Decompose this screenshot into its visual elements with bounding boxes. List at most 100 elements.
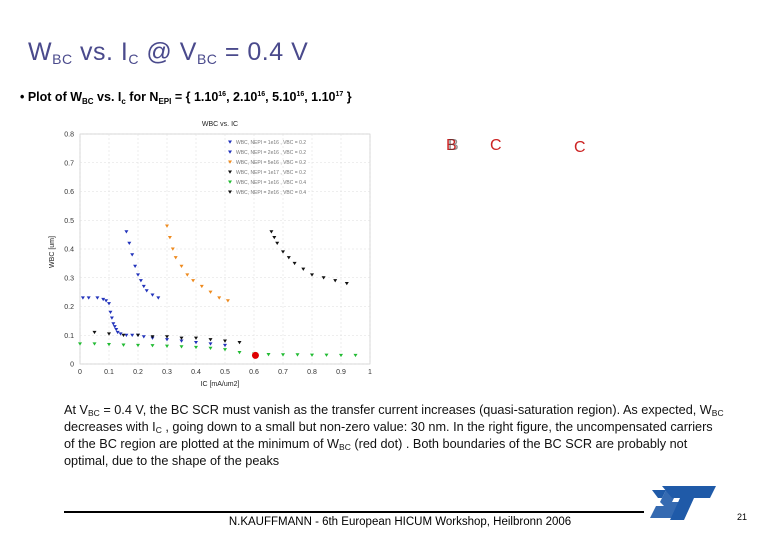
chart-y-axis-label: WBC [um] xyxy=(49,236,56,268)
wbc-vs-ic-chart: 0 0.1 0.2 0.3 0.4 0.5 0.6 0.7 0.8 0 0.1 0.2 0.3 0.4 0.… xyxy=(49,121,372,388)
chart-title: WBC vs. IC xyxy=(202,121,238,128)
data-point xyxy=(179,345,184,349)
data-point xyxy=(86,296,91,300)
slide-title: WBC vs. IC @ VBC = 0.4 V xyxy=(28,38,309,67)
y-tick-label: 0.5 xyxy=(64,218,74,225)
data-point xyxy=(208,342,213,346)
data-point xyxy=(295,353,300,357)
footer-text: N.KAUFFMANN - 6th European HICUM Worksho… xyxy=(228,516,572,528)
data-point xyxy=(191,279,196,283)
data-point xyxy=(104,299,109,303)
data-point xyxy=(281,250,285,254)
data-point xyxy=(150,344,155,348)
legend-marker xyxy=(228,140,232,144)
data-point xyxy=(121,333,126,338)
data-point xyxy=(78,342,82,346)
data-point xyxy=(208,338,213,342)
data-point xyxy=(136,333,140,338)
data-point xyxy=(223,348,227,352)
data-point xyxy=(344,282,349,286)
data-point xyxy=(107,302,111,306)
footer-divider xyxy=(64,511,644,513)
data-point xyxy=(124,230,129,234)
data-point xyxy=(301,267,306,271)
data-point xyxy=(138,279,143,283)
data-point xyxy=(339,353,343,358)
chart-legend: WBC, NEPI = 1e16 , VBC = 0.2 WBC, NEPI = … xyxy=(228,140,306,196)
data-point xyxy=(95,296,100,300)
x-tick-label: 0.3 xyxy=(162,369,172,376)
legend-marker xyxy=(228,190,232,194)
data-point xyxy=(324,353,329,357)
data-point xyxy=(194,340,198,345)
data-point xyxy=(269,230,274,234)
bullet-plot-description: • Plot of WBC vs. Ic for NEPI = { 1.1016… xyxy=(20,90,352,106)
data-point xyxy=(165,224,169,228)
data-point xyxy=(108,310,113,315)
data-point xyxy=(107,332,111,336)
chart-x-axis-label: IC [mA/um2] xyxy=(201,381,240,388)
page-number: 21 xyxy=(737,512,748,522)
legend-entry: WBC, NEPI = 2e16 , VBC = 0.4 xyxy=(236,190,306,196)
data-point xyxy=(179,264,184,269)
y-tick-label: 0.1 xyxy=(64,333,74,340)
data-point xyxy=(121,343,126,347)
data-point xyxy=(170,247,175,251)
chart-points xyxy=(78,224,358,359)
data-point xyxy=(130,253,135,257)
data-point xyxy=(194,345,198,350)
legend-entry: WBC, NEPI = 2e16 , VBC = 0.2 xyxy=(236,150,306,156)
data-point xyxy=(150,293,155,297)
data-point xyxy=(101,297,106,302)
data-point xyxy=(136,343,140,348)
annotation-bb-label: B xyxy=(446,137,457,154)
chart-axes: 0 0.1 0.2 0.3 0.4 0.5 0.6 0.7 0.8 0 0.1 0.2 0.3 0.4 0.… xyxy=(64,132,372,377)
data-point xyxy=(281,353,285,357)
data-point xyxy=(225,299,230,303)
data-point xyxy=(275,241,280,246)
data-point xyxy=(286,256,291,260)
st-logo-icon xyxy=(650,486,716,520)
data-point xyxy=(141,284,146,289)
data-point xyxy=(217,296,222,300)
data-point xyxy=(292,261,297,266)
x-tick-label: 0.8 xyxy=(307,369,317,376)
data-point xyxy=(114,328,119,332)
x-tick-label: 0.2 xyxy=(133,369,143,376)
data-point xyxy=(179,336,184,340)
data-point xyxy=(266,353,271,357)
x-tick-label: 0.1 xyxy=(104,369,114,376)
data-point xyxy=(223,339,227,343)
legend-entry: WBC, NEPI = 1e16 , VBC = 0.4 xyxy=(236,180,306,186)
chart-grid xyxy=(79,133,371,365)
caption-paragraph: At VBC = 0.4 V, the BC SCR must vanish a… xyxy=(64,403,724,468)
y-tick-label: 0.7 xyxy=(64,160,74,167)
data-point xyxy=(112,325,117,329)
data-point xyxy=(173,256,178,260)
data-point xyxy=(127,241,132,246)
data-point xyxy=(199,284,204,289)
data-point xyxy=(130,333,135,338)
data-point xyxy=(92,342,97,346)
data-point xyxy=(150,335,155,339)
data-point xyxy=(92,330,97,335)
data-point xyxy=(185,273,190,277)
x-tick-label: 0.5 xyxy=(220,369,230,376)
data-point xyxy=(80,296,85,300)
data-point xyxy=(107,342,111,347)
data-point xyxy=(333,279,338,283)
annotation-c2: C xyxy=(574,139,586,156)
data-point xyxy=(124,333,129,338)
annotation-bb-ghost: B xyxy=(448,137,459,154)
data-point xyxy=(115,330,120,335)
y-tick-label: 0.8 xyxy=(64,132,74,139)
data-point xyxy=(136,273,140,277)
legend-entry: WBC, NEPI = 1e16 , VBC = 0.2 xyxy=(236,140,306,146)
data-point xyxy=(310,273,314,277)
data-point xyxy=(141,335,146,339)
data-point xyxy=(223,343,227,348)
y-tick-label: 0 xyxy=(70,362,74,369)
x-tick-label: 0.6 xyxy=(249,369,259,376)
